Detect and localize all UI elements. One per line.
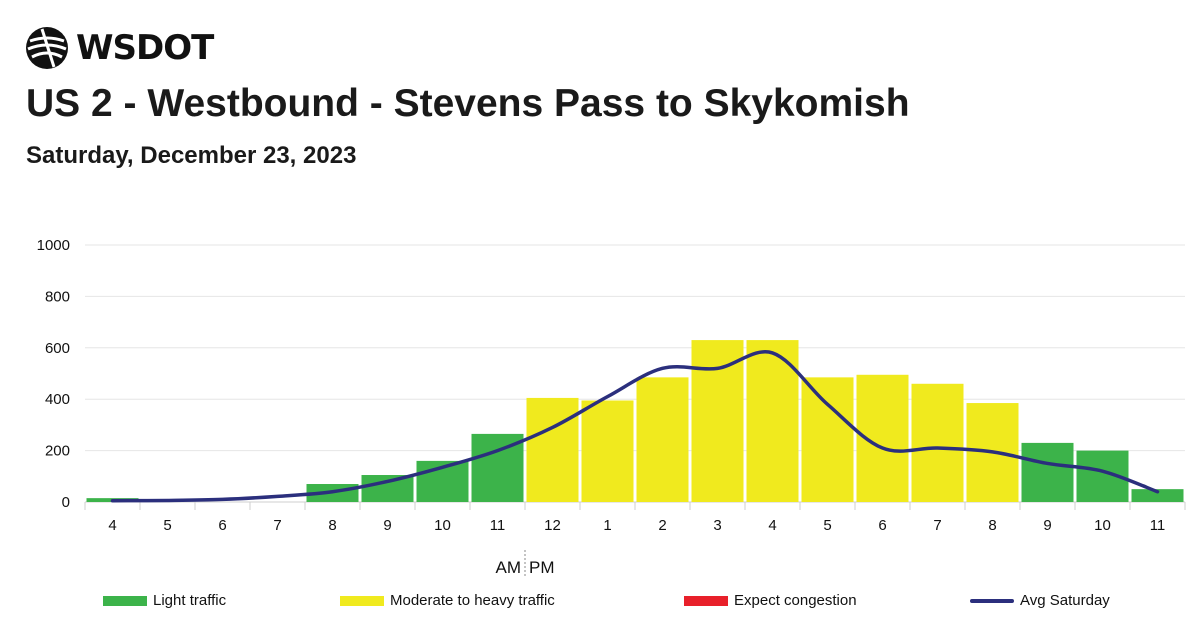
x-tick-label-14: 6 [878,517,886,534]
am-label: AM [496,558,522,577]
x-tick-label-10: 2 [658,517,666,534]
x-tick-label-11: 3 [713,517,721,534]
legend-label-moderate: Moderate to heavy traffic [390,592,555,609]
legend-swatch-light [103,595,147,606]
x-tick-label-13: 5 [823,517,831,534]
bar-moderate-13 [801,377,854,502]
x-tick-label-2: 6 [218,517,226,534]
y-tick-label-400: 400 [45,391,70,408]
legend-label-avg: Avg Saturday [1020,592,1110,609]
wsdot-logo: WSDOT [24,24,214,72]
page-title: US 2 - Westbound - Stevens Pass to Skyko… [26,82,910,125]
y-tick-label-600: 600 [45,340,70,357]
x-tick-label-3: 7 [273,517,281,534]
legend-label-congestion: Expect congestion [734,592,857,609]
legend-item-moderate: Moderate to heavy traffic [340,592,555,609]
bar-light-17 [1021,442,1074,502]
x-tick-label-17: 9 [1043,517,1051,534]
pm-label: PM [529,558,555,577]
x-tick-label-8: 12 [544,517,561,534]
y-tick-label-800: 800 [45,288,70,305]
x-tick-label-9: 1 [603,517,611,534]
legend-swatch-moderate [340,595,384,606]
legend-swatch-congestion [684,595,728,606]
bar-moderate-12 [746,340,799,502]
x-tick-label-18: 10 [1094,517,1111,534]
x-tick-label-19: 11 [1150,517,1166,534]
bar-moderate-11 [691,340,744,502]
page-subtitle: Saturday, December 23, 2023 [26,142,357,169]
bar-moderate-8 [526,397,579,502]
legend-item-light: Light traffic [103,592,226,609]
bar-light-19 [1131,489,1184,502]
x-tick-label-6: 10 [434,517,451,534]
x-tick-label-7: 11 [490,517,506,534]
bar-moderate-10 [636,377,689,502]
y-tick-label-200: 200 [45,443,70,460]
legend-item-avg: Avg Saturday [970,592,1110,609]
y-tick-label-1000: 1000 [37,237,70,254]
legend-label-light: Light traffic [153,592,227,609]
x-tick-label-16: 8 [988,517,996,534]
x-tick-label-15: 7 [933,517,941,534]
legend-item-congestion: Expect congestion [684,592,857,609]
x-tick-label-4: 8 [328,517,336,534]
wsdot-globe-icon [26,27,68,69]
avg-saturday-line [110,350,1160,503]
bar-moderate-9 [581,400,634,502]
legend-swatch-avg [970,598,1014,603]
bar-light-5 [361,475,414,502]
x-tick-label-1: 5 [163,517,171,534]
logo-text: WSDOT [76,28,214,68]
x-tick-label-12: 4 [768,517,776,534]
bar-moderate-15 [911,383,964,502]
chart-legend: Light traffic Moderate to heavy traffic … [0,592,1200,616]
x-tick-label-5: 9 [383,517,391,534]
y-tick-label-0: 0 [62,494,70,511]
x-tick-label-0: 4 [108,517,116,534]
